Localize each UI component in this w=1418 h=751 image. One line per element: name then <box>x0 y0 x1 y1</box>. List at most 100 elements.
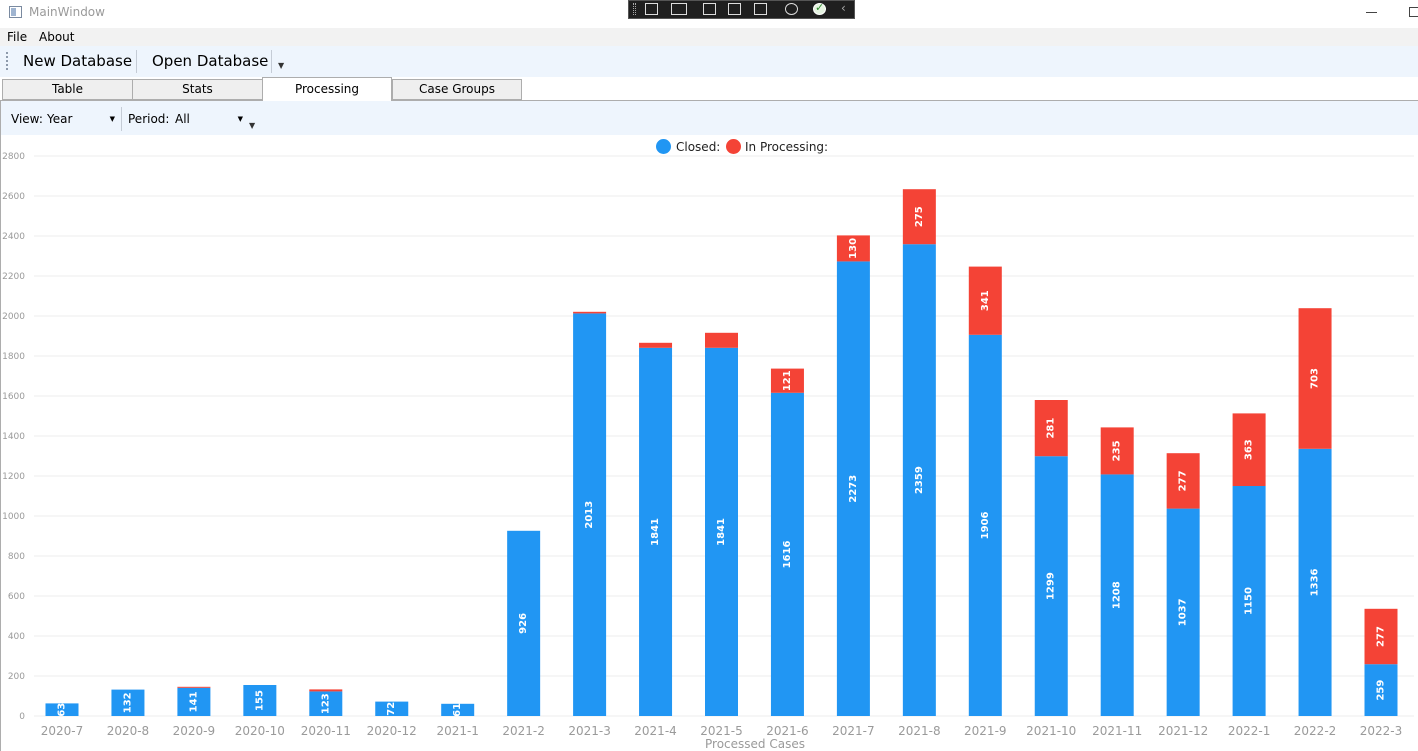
bar-processing-label: 235 <box>1112 440 1123 461</box>
y-tick-label: 1600 <box>2 392 25 402</box>
options-separator <box>121 107 122 131</box>
tab-table[interactable]: Table <box>2 79 133 100</box>
x-tick-label: 2020-7 <box>41 724 84 738</box>
pointer-icon[interactable] <box>703 3 716 15</box>
period-label: Period: <box>128 112 170 126</box>
bar-processing <box>177 686 211 688</box>
bar-closed-label: 1616 <box>782 540 793 568</box>
bar-processing-label: 130 <box>848 238 859 259</box>
bar-closed-label: 2359 <box>914 466 925 494</box>
x-tick-label: 2021-10 <box>1026 724 1076 738</box>
bar-processing <box>1034 400 1068 457</box>
bar-closed <box>1298 448 1332 716</box>
new-database-button[interactable]: New Database <box>23 52 133 70</box>
bar-processing <box>1232 413 1266 486</box>
bar-processing-label: 341 <box>980 290 991 311</box>
legend-processing-label: In Processing: <box>745 140 829 154</box>
y-tick-label: 1400 <box>2 432 25 442</box>
bar-closed <box>441 703 475 716</box>
x-tick-label: 2020-11 <box>301 724 351 738</box>
x-tick-label: 2021-4 <box>634 724 677 738</box>
options-overflow-icon[interactable]: ▼ <box>249 121 256 130</box>
y-tick-label: 200 <box>8 672 25 682</box>
minimize-icon[interactable] <box>1366 12 1377 13</box>
period-selected-value: All <box>175 112 190 126</box>
x-tick-label: 2020-9 <box>173 724 216 738</box>
x-tick-label: 2021-5 <box>700 724 743 738</box>
bar-closed-label: 123 <box>320 693 331 714</box>
toolbar-overflow-icon[interactable]: ▼ <box>278 61 285 70</box>
bar-closed-label: 155 <box>254 690 265 711</box>
select-element-icon[interactable] <box>645 3 658 15</box>
bar-closed <box>1034 456 1068 716</box>
x-tick-label: 2021-2 <box>502 724 545 738</box>
bar-closed-label: 72 <box>386 702 397 716</box>
y-tick-label: 400 <box>8 632 25 642</box>
bar-processing-label: 277 <box>1178 470 1189 491</box>
hot-reload-icon[interactable] <box>785 3 798 15</box>
dropdown-arrow-icon: ▼ <box>237 115 243 123</box>
bar-processing-label: 281 <box>1046 418 1057 439</box>
y-tick-label: 1800 <box>2 352 25 362</box>
bar-processing <box>705 332 738 348</box>
y-tick-label: 2600 <box>2 192 25 202</box>
view-selected-value: Year <box>47 112 73 126</box>
x-tick-label: 2022-2 <box>1294 724 1337 738</box>
record-icon[interactable] <box>671 3 687 15</box>
bar-closed <box>309 691 343 716</box>
bar-closed-label: 926 <box>518 613 529 634</box>
bar-processing-label: 703 <box>1310 368 1321 389</box>
bar-closed-label: 1150 <box>1244 587 1255 615</box>
x-tick-label: 2020-12 <box>367 724 417 738</box>
x-axis-title: Processed Cases <box>705 737 805 751</box>
bar-processing-label: 121 <box>782 370 793 391</box>
tab-case-groups[interactable]: Case Groups <box>392 79 522 100</box>
toolbar-grip-icon[interactable] <box>6 52 10 70</box>
bar-closed <box>705 347 738 716</box>
open-database-button[interactable]: Open Database <box>152 52 269 70</box>
menu-about[interactable]: About <box>39 30 75 44</box>
bar-processing <box>1364 608 1398 665</box>
bar-closed <box>1364 664 1398 716</box>
dropdown-arrow-icon: ▼ <box>109 115 115 123</box>
bar-processing-label: 275 <box>914 206 925 227</box>
bar-processing <box>309 689 343 692</box>
bar-closed <box>902 244 936 716</box>
bar-closed <box>45 703 79 716</box>
bar-closed <box>639 347 673 716</box>
layout-adorner-icon[interactable] <box>728 3 741 15</box>
bar-processing <box>836 235 870 262</box>
track-focus-icon[interactable] <box>754 3 767 15</box>
view-label: View: <box>11 112 43 126</box>
grip-icon[interactable] <box>633 3 636 15</box>
y-tick-label: 0 <box>19 712 25 722</box>
x-tick-label: 2021-12 <box>1158 724 1208 738</box>
legend-closed-swatch <box>656 139 671 154</box>
y-tick-label: 2000 <box>2 312 25 322</box>
bar-processing <box>968 266 1002 335</box>
bar-closed <box>507 530 541 716</box>
bar-closed <box>375 701 409 716</box>
bar-processing <box>639 342 673 348</box>
y-tick-label: 1200 <box>2 472 25 482</box>
collapse-arrow-icon[interactable]: ‹ <box>841 1 846 15</box>
bar-processing <box>770 368 804 393</box>
period-dropdown[interactable]: All ▼ <box>175 108 245 130</box>
y-tick-label: 1000 <box>2 512 25 522</box>
maximize-icon[interactable] <box>1409 7 1418 17</box>
check-icon[interactable] <box>813 1 826 15</box>
legend-processing-swatch <box>726 139 741 154</box>
bar-closed-label: 61 <box>452 703 463 717</box>
bar-closed <box>1166 508 1200 716</box>
tab-strip: Table Stats Processing Case Groups <box>0 77 1418 101</box>
menu-file[interactable]: File <box>7 30 28 44</box>
view-dropdown[interactable]: Year ▼ <box>47 108 117 130</box>
bar-closed <box>770 392 804 716</box>
bar-processing <box>1100 427 1134 475</box>
tab-stats[interactable]: Stats <box>132 79 263 100</box>
menu-bar: File About <box>0 28 1418 47</box>
bar-closed-label: 1841 <box>650 518 661 546</box>
bar-closed-label: 2273 <box>848 475 859 503</box>
tab-processing[interactable]: Processing <box>262 77 392 101</box>
